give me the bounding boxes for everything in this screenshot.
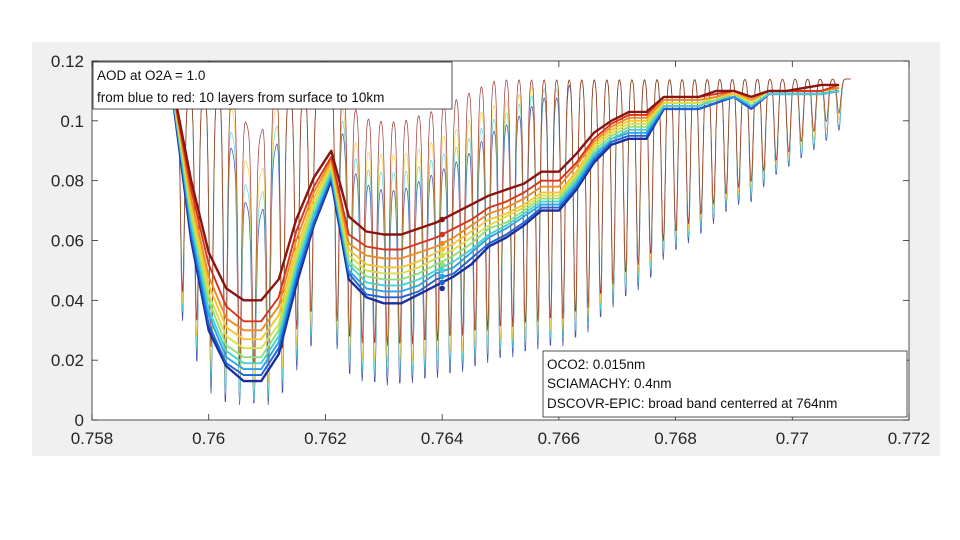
dscovr-epic-point-3 xyxy=(439,273,445,280)
legend-instruments-line-3: DSCOVR-EPIC: broad band centerred at 764… xyxy=(547,396,837,411)
oco2-layer-10-spectrum xyxy=(173,78,851,365)
sciamachy-layer-10-line xyxy=(172,83,839,302)
dscovr-epic-point-10 xyxy=(439,216,445,223)
dscovr-epic-point-2 xyxy=(439,279,445,286)
x-tick-label: 0.766 xyxy=(538,429,581,448)
dscovr-epic-point-9 xyxy=(439,231,445,238)
y-tick-label: 0.06 xyxy=(51,232,84,251)
x-tick-label: 0.76 xyxy=(192,429,225,448)
dscovr-epic-point-1 xyxy=(439,285,445,292)
axes: 0.758 0.76 0.762 0.764 0.766 0.768 0.77 0.772 0 0… xyxy=(51,52,930,448)
dscovr-epic-point-5 xyxy=(439,261,445,268)
oco2-high-res-spectra xyxy=(173,78,851,406)
x-tick-label: 0.764 xyxy=(421,429,464,448)
dscovr-epic-point-7 xyxy=(439,246,445,253)
x-tick-label: 0.772 xyxy=(888,429,931,448)
sciamachy-layer-7-line xyxy=(172,86,840,341)
x-tick-label: 0.762 xyxy=(304,429,347,448)
y-tick-label: 0.04 xyxy=(51,291,84,310)
legend-instruments-line-2: SCIAMACHY: 0.4nm xyxy=(547,376,672,391)
y-tick-label: 0.12 xyxy=(51,52,84,71)
y-tick-label: 0.08 xyxy=(51,172,84,191)
dscovr-epic-point-8 xyxy=(439,240,445,247)
dscovr-epic-point-4 xyxy=(439,267,445,274)
x-tick-label: 0.758 xyxy=(71,429,114,448)
x-tick-label: 0.77 xyxy=(776,429,809,448)
legend-box-aod: AOD at O2A = 1.0 from blue to red: 10 la… xyxy=(92,61,453,110)
sciamachy-layer-3-line xyxy=(172,89,840,371)
sciamachy-layer-lines xyxy=(172,83,840,383)
sciamachy-layer-5-line xyxy=(172,86,840,359)
dscovr-epic-point-6 xyxy=(439,252,445,259)
legend-aod-line-1: AOD at O2A = 1.0 xyxy=(97,68,205,83)
sciamachy-layer-8-line xyxy=(172,86,840,332)
y-tick-label: 0.02 xyxy=(51,351,84,370)
legend-instruments-line-1: OCO2: 0.015nm xyxy=(547,357,645,372)
y-tick-label: 0 xyxy=(75,411,84,430)
dscovr-epic-points xyxy=(439,216,445,292)
x-tick-label: 0.768 xyxy=(654,429,697,448)
legend-box-instruments: OCO2: 0.015nm SCIAMACHY: 0.4nm DSCOVR-EP… xyxy=(542,350,908,418)
sciamachy-layer-2-line xyxy=(172,89,840,377)
y-tick-label: 0.1 xyxy=(60,112,84,131)
legend-aod-line-2: from blue to red: 10 layers from surface… xyxy=(97,90,384,105)
